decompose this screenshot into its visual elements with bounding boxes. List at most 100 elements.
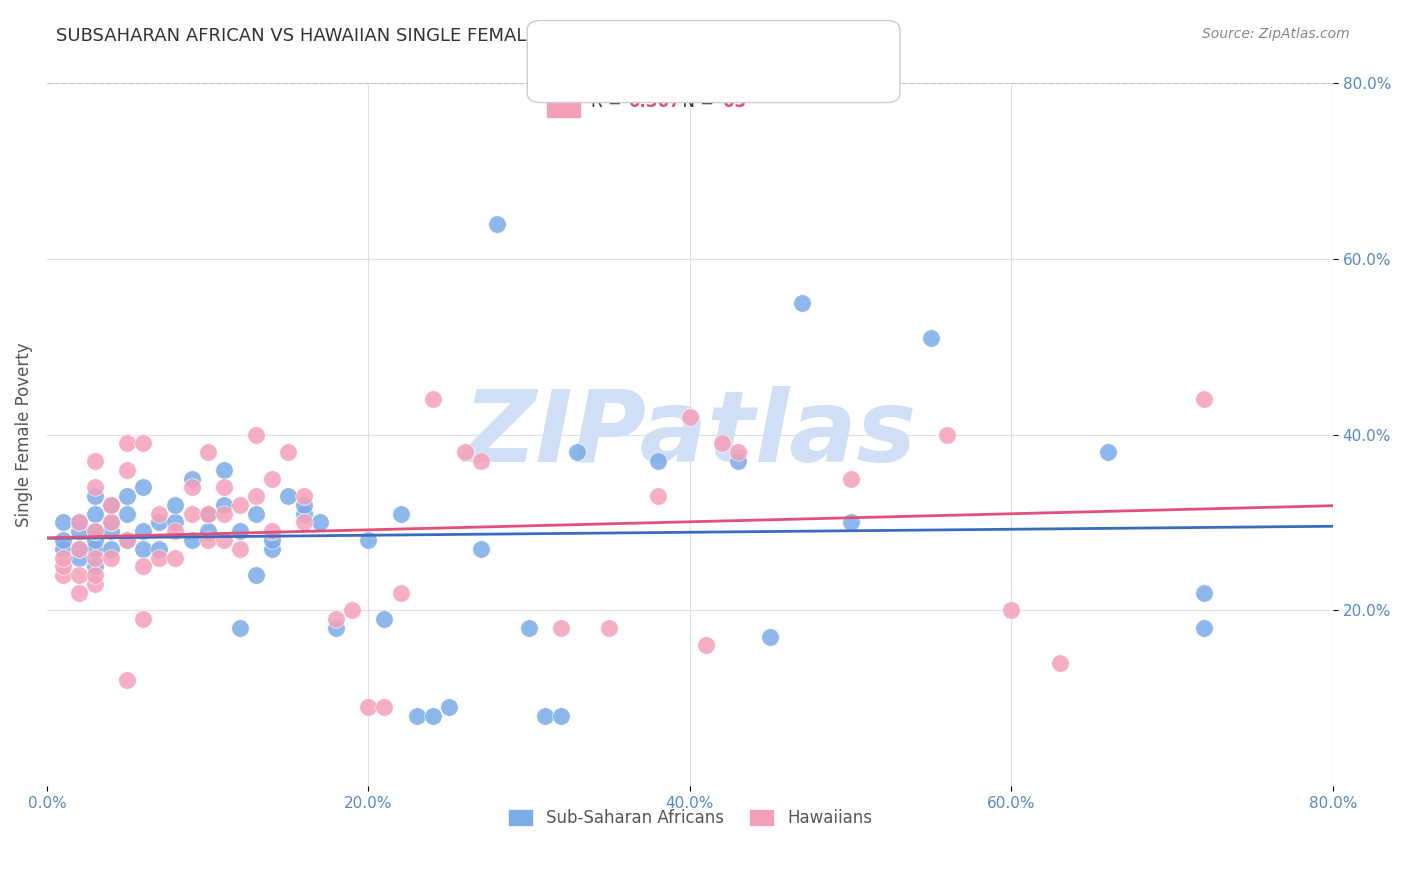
- Point: [84, 524, 107, 538]
- Legend: Sub-Saharan Africans, Hawaiians: Sub-Saharan Africans, Hawaiians: [501, 802, 879, 834]
- FancyBboxPatch shape: [546, 87, 581, 118]
- Text: ZIPatlas: ZIPatlas: [463, 386, 917, 483]
- Text: 63: 63: [723, 93, 745, 111]
- Point: [197, 507, 219, 521]
- Point: [292, 516, 315, 530]
- Point: [1000, 603, 1022, 617]
- Point: [792, 296, 814, 310]
- Point: [132, 524, 155, 538]
- Point: [405, 708, 427, 723]
- Point: [437, 699, 460, 714]
- Point: [117, 673, 139, 688]
- Point: [357, 699, 380, 714]
- Point: [373, 612, 395, 626]
- Point: [132, 559, 155, 574]
- Point: [422, 708, 444, 723]
- Point: [165, 550, 187, 565]
- Point: [197, 533, 219, 547]
- Point: [67, 541, 90, 556]
- Point: [52, 559, 75, 574]
- Text: R =: R =: [591, 57, 627, 75]
- Point: [292, 498, 315, 512]
- Point: [534, 708, 557, 723]
- Point: [260, 524, 283, 538]
- Point: [180, 507, 202, 521]
- Point: [260, 533, 283, 547]
- Point: [148, 541, 170, 556]
- Point: [84, 559, 107, 574]
- Point: [165, 516, 187, 530]
- Point: [67, 541, 90, 556]
- Point: [180, 471, 202, 485]
- Point: [100, 524, 122, 538]
- Point: [132, 612, 155, 626]
- Point: [117, 533, 139, 547]
- Point: [117, 436, 139, 450]
- Point: [373, 699, 395, 714]
- Point: [277, 489, 299, 503]
- Point: [212, 463, 235, 477]
- Point: [212, 480, 235, 494]
- Point: [839, 471, 862, 485]
- Point: [52, 533, 75, 547]
- Point: [920, 331, 942, 345]
- Point: [389, 507, 412, 521]
- Point: [598, 621, 620, 635]
- Point: [1097, 445, 1119, 459]
- Point: [84, 550, 107, 565]
- Text: SUBSAHARAN AFRICAN VS HAWAIIAN SINGLE FEMALE POVERTY CORRELATION CHART: SUBSAHARAN AFRICAN VS HAWAIIAN SINGLE FE…: [56, 27, 825, 45]
- Text: N =: N =: [672, 57, 720, 75]
- Point: [454, 445, 477, 459]
- Point: [67, 550, 90, 565]
- Point: [148, 550, 170, 565]
- Point: [197, 524, 219, 538]
- Point: [325, 612, 347, 626]
- Point: [100, 498, 122, 512]
- FancyBboxPatch shape: [546, 52, 581, 82]
- Point: [260, 471, 283, 485]
- Point: [148, 507, 170, 521]
- Point: [100, 541, 122, 556]
- Point: [197, 507, 219, 521]
- Point: [117, 507, 139, 521]
- Text: 0.367: 0.367: [628, 93, 681, 111]
- Point: [84, 454, 107, 468]
- Point: [197, 445, 219, 459]
- Point: [470, 541, 492, 556]
- Point: [165, 524, 187, 538]
- Text: R =: R =: [591, 93, 627, 111]
- Point: [52, 541, 75, 556]
- Text: 63: 63: [723, 57, 745, 75]
- Point: [84, 524, 107, 538]
- Point: [84, 533, 107, 547]
- Point: [325, 621, 347, 635]
- Point: [84, 480, 107, 494]
- Point: [936, 427, 959, 442]
- Point: [357, 533, 380, 547]
- Text: N =: N =: [672, 93, 720, 111]
- Point: [132, 436, 155, 450]
- Point: [212, 498, 235, 512]
- Point: [1192, 392, 1215, 407]
- Point: [180, 533, 202, 547]
- Point: [229, 621, 252, 635]
- Point: [389, 585, 412, 599]
- Point: [309, 516, 332, 530]
- Point: [1049, 656, 1071, 670]
- Point: [67, 524, 90, 538]
- Point: [759, 630, 782, 644]
- Point: [229, 498, 252, 512]
- Point: [132, 480, 155, 494]
- Point: [839, 516, 862, 530]
- Point: [1192, 621, 1215, 635]
- Point: [84, 507, 107, 521]
- Point: [292, 507, 315, 521]
- Point: [132, 541, 155, 556]
- Point: [550, 708, 572, 723]
- Point: [229, 524, 252, 538]
- Point: [67, 516, 90, 530]
- Point: [117, 533, 139, 547]
- Point: [100, 516, 122, 530]
- Point: [695, 638, 717, 652]
- Text: 0.125: 0.125: [628, 57, 681, 75]
